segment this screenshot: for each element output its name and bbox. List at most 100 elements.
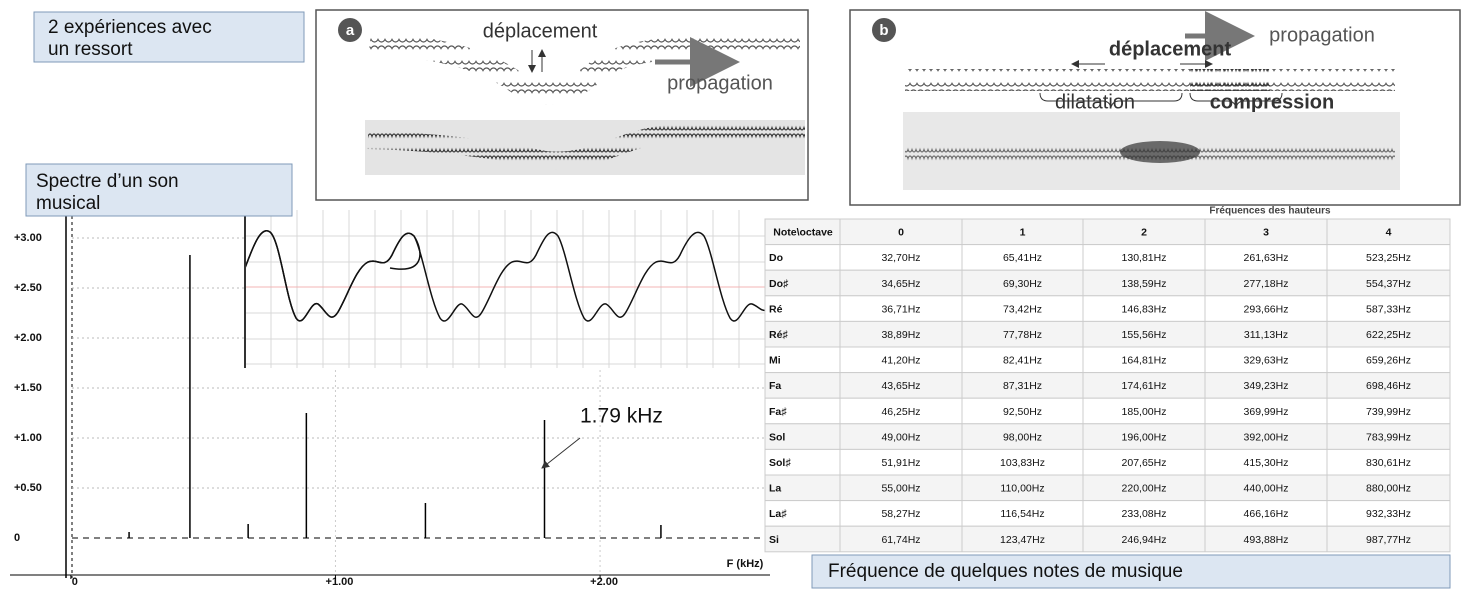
table-row [765,270,1450,296]
table-cell: Sol [769,431,785,443]
table-cell: 92,50Hz [1003,406,1042,418]
annotation: 1.79 kHz [580,405,663,428]
table-cell: 196,00Hz [1122,431,1167,443]
table-cell: 155,56Hz [1122,329,1167,341]
table-cell: 185,00Hz [1122,406,1167,418]
table-cell: 311,13Hz [1244,329,1288,341]
table-cell: Fa [769,380,781,392]
table-row [765,501,1450,527]
figure-tag: a [346,22,355,39]
table-cell: 415,30Hz [1244,457,1289,469]
label: propagation [667,72,773,94]
table-cell: 49,00Hz [881,431,920,443]
table-cell: Ré [769,303,783,315]
label: propagation [1269,24,1375,46]
table-cell: 110,00Hz [1000,483,1044,495]
y-tick-label: +1.50 [14,382,42,394]
table-cell: 103,83Hz [1000,457,1045,469]
figure-tag: b [879,22,888,39]
table-cell: 123,47Hz [1000,534,1045,546]
x-tick-label: +1.00 [326,576,354,588]
table-cell: 554,37Hz [1366,278,1411,290]
table-cell: 58,27Hz [881,508,920,520]
table-cell: 98,00Hz [1003,431,1042,443]
table-cell: 116,54Hz [1000,508,1044,520]
table-cell: 46,25Hz [881,406,920,418]
table-cell: 783,99Hz [1366,431,1411,443]
slide: 2 expériences avec un ressort a déplacem… [0,0,1473,590]
table-header: 0 [898,227,904,239]
table-cell: 622,25Hz [1366,329,1411,341]
table-cell: La♯ [769,508,787,520]
box-text: un ressort [48,39,133,60]
y-tick-label: +2.50 [14,282,42,294]
table-cell: 246,94Hz [1122,534,1167,546]
table-cell: 61,74Hz [881,534,920,546]
y-tick-label: 0 [14,532,20,544]
label: dilatation [1055,91,1135,113]
table-cell: 55,00Hz [881,483,920,495]
table-cell: Do♯ [769,278,789,290]
y-tick-label: +3.00 [14,232,42,244]
y-tick-label: +1.00 [14,432,42,444]
table-cell: 698,46Hz [1366,380,1411,392]
table-cell: 73,42Hz [1003,303,1042,315]
figure-b: b propagation déplacement dilatation com… [850,10,1460,205]
table-cell: 77,78Hz [1003,329,1042,341]
table-cell: 493,88Hz [1244,534,1289,546]
table-cell: 41,20Hz [881,355,920,367]
table-row [765,449,1450,475]
table-cell: Do [769,252,783,264]
table-cell: 32,70Hz [881,252,920,264]
table-cell: Ré♯ [769,329,788,341]
table-cell: 174,61Hz [1122,380,1167,392]
table-cell: 349,23Hz [1244,380,1289,392]
table-cell: 138,59Hz [1122,278,1167,290]
table-row [765,219,1450,245]
box-text: 2 expériences avec [48,17,212,38]
table-cell: 587,33Hz [1366,303,1411,315]
table-cell: 65,41Hz [1003,252,1042,264]
table-cell: 440,00Hz [1244,483,1289,495]
table-cell: 261,63Hz [1244,252,1289,264]
table-row [765,475,1450,501]
label: déplacement [483,20,598,42]
table-cell: 34,65Hz [881,278,920,290]
table-cell: 466,16Hz [1244,508,1289,520]
table-cell: La [769,483,781,495]
table-title: Fréquences des hauteurs [1209,206,1331,217]
table-header: Note\octave [773,227,833,239]
y-tick-label: +2.00 [14,332,42,344]
table-cell: 659,26Hz [1366,355,1411,367]
table-cell: 233,08Hz [1122,508,1167,520]
table-header: 2 [1141,227,1147,239]
table-row [765,526,1450,552]
table-cell: 369,99Hz [1244,406,1289,418]
table-row [765,245,1450,271]
table-cell: 51,91Hz [881,457,920,469]
table-cell: 220,00Hz [1122,483,1167,495]
table-cell: 130,81Hz [1122,252,1167,264]
table-cell: 932,33Hz [1366,508,1411,520]
table-cell: 87,31Hz [1003,380,1042,392]
table-cell: Fa♯ [769,406,787,418]
table-cell: 38,89Hz [881,329,920,341]
table-row [765,347,1450,373]
table-cell: 43,65Hz [881,380,920,392]
table-cell: 739,99Hz [1366,406,1411,418]
table-cell: 164,81Hz [1122,355,1167,367]
table-row [765,296,1450,322]
table-cell: Si [769,534,779,546]
y-tick-label: +0.50 [14,482,42,494]
table-header: 3 [1263,227,1269,239]
box-text: Fréquence de quelques notes de musique [828,561,1183,582]
table-cell: 392,00Hz [1244,431,1289,443]
table-cell: 69,30Hz [1003,278,1042,290]
box-text: musical [36,193,100,214]
table-row [765,373,1450,399]
table-cell: 293,66Hz [1244,303,1289,315]
table-row [765,424,1450,450]
table-cell: 207,65Hz [1122,457,1167,469]
table-cell: 987,77Hz [1366,534,1411,546]
